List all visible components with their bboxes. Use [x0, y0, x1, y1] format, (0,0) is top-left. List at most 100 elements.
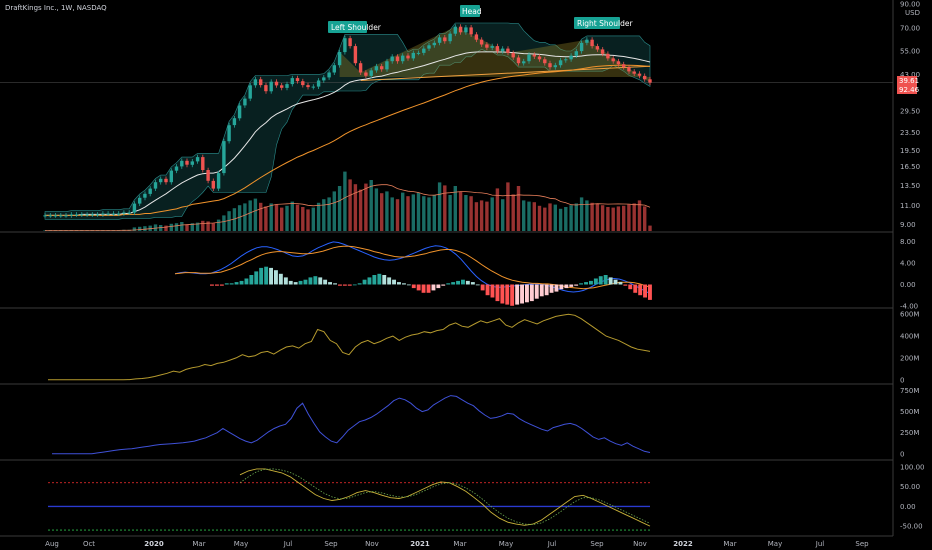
macd-histogram-bar — [529, 284, 534, 302]
volume-bar — [353, 184, 358, 231]
candle-body — [585, 39, 589, 43]
macd-histogram-bar — [520, 284, 524, 304]
volume-bar — [195, 222, 200, 231]
volume-bar — [206, 221, 210, 231]
candle-body — [522, 61, 526, 64]
candle-body — [337, 52, 342, 66]
volume-bar — [216, 219, 221, 231]
candle-body — [611, 58, 615, 62]
volume-bar — [143, 226, 147, 231]
fill-layer — [44, 22, 651, 220]
macd-histogram-bar — [244, 278, 249, 285]
macd-histogram-bar — [495, 284, 500, 302]
x-axis-tick: Mar — [723, 540, 736, 548]
volume-ma-line — [45, 184, 651, 231]
candle-body — [353, 46, 358, 64]
candle-body — [432, 42, 436, 46]
macd-histogram-bar — [338, 284, 342, 286]
volume-bar — [501, 199, 505, 231]
candle-body — [216, 173, 221, 189]
candle-body — [637, 73, 642, 76]
candle-body — [243, 98, 247, 106]
price-badge-text: 92.46 — [899, 86, 920, 94]
x-axis-tick: Aug — [45, 540, 59, 548]
volume-bar — [585, 200, 589, 231]
macd-histogram-bar — [318, 277, 323, 285]
macd-histogram-bar — [643, 284, 647, 298]
macd-histogram-bar — [569, 284, 574, 287]
price-badge-text: 39.61 — [899, 77, 919, 85]
macd-histogram-bar — [406, 284, 411, 286]
candle-body — [358, 63, 363, 73]
indicator-1-y-tick: 200M — [900, 354, 919, 362]
x-axis-tick: Jul — [547, 540, 557, 548]
candle-body — [211, 180, 215, 189]
volume-bar — [506, 182, 510, 231]
candle-body — [295, 78, 300, 82]
macd-histogram-bar — [298, 280, 303, 285]
macd-histogram-bar — [234, 282, 239, 285]
macd-histogram-bar — [269, 267, 273, 285]
volume-bar — [543, 207, 547, 231]
macd-histogram-bar — [416, 284, 421, 291]
macd-histogram-bar — [510, 284, 515, 306]
x-axis-tick: 2021 — [410, 540, 430, 548]
volume-bar — [269, 203, 273, 231]
candle-body — [600, 49, 605, 54]
candle-body — [606, 53, 610, 59]
candle-body — [416, 52, 421, 54]
candle-body — [264, 85, 268, 92]
volume-bar — [406, 196, 410, 231]
volume-bar — [364, 183, 368, 231]
macd-histogram-bar — [539, 284, 544, 297]
volume-bar — [248, 200, 252, 231]
price-y-tick: 43.00 — [900, 71, 920, 79]
macd-histogram-bar — [333, 283, 337, 285]
candle-body — [169, 170, 173, 183]
candle-body — [311, 86, 315, 88]
volume-bar — [243, 203, 247, 231]
oscillator-y-tick: 50.00 — [900, 483, 920, 491]
volume-bar — [453, 186, 457, 231]
macd-histogram-bar — [367, 277, 372, 285]
volume-bar — [411, 194, 415, 231]
candle-body — [569, 55, 573, 60]
volume-bar — [237, 205, 242, 231]
candle-body — [401, 55, 405, 62]
candle-body — [527, 54, 531, 62]
candle-body — [490, 46, 494, 48]
candle-body — [453, 26, 457, 34]
candle-body — [185, 160, 189, 165]
candle-body — [253, 79, 258, 86]
volume-bar — [253, 198, 258, 231]
candle-body — [122, 212, 126, 214]
macd-histogram-bar — [288, 280, 293, 285]
candle-body — [501, 48, 505, 52]
volume-bar — [274, 204, 279, 231]
volume-bar — [337, 186, 342, 231]
macd-histogram-bar — [229, 283, 234, 285]
volume-bar — [227, 211, 231, 231]
macd-histogram-bar — [431, 284, 436, 291]
candle-body — [364, 72, 368, 76]
macd-histogram-bar — [283, 277, 288, 285]
grid-layer — [0, 0, 894, 537]
volume-bar — [511, 194, 515, 231]
volume-bar — [637, 200, 642, 231]
volume-bar — [606, 207, 610, 231]
volume-bar — [169, 223, 173, 231]
candle-body — [248, 85, 252, 99]
macd-histogram-bar — [589, 280, 593, 285]
macd-y-tick: 8.00 — [900, 238, 916, 246]
candle-body — [180, 160, 184, 167]
candle-body — [495, 46, 500, 52]
price-badge-second: 92.46 — [897, 85, 920, 94]
macd-histogram-bar — [618, 282, 623, 285]
candle-body — [159, 178, 163, 183]
volume-bar — [485, 201, 489, 231]
volume-bar — [138, 226, 142, 231]
candle-body — [437, 37, 442, 43]
x-axis-tick: Mar — [192, 540, 205, 548]
volume-bar — [390, 197, 394, 231]
